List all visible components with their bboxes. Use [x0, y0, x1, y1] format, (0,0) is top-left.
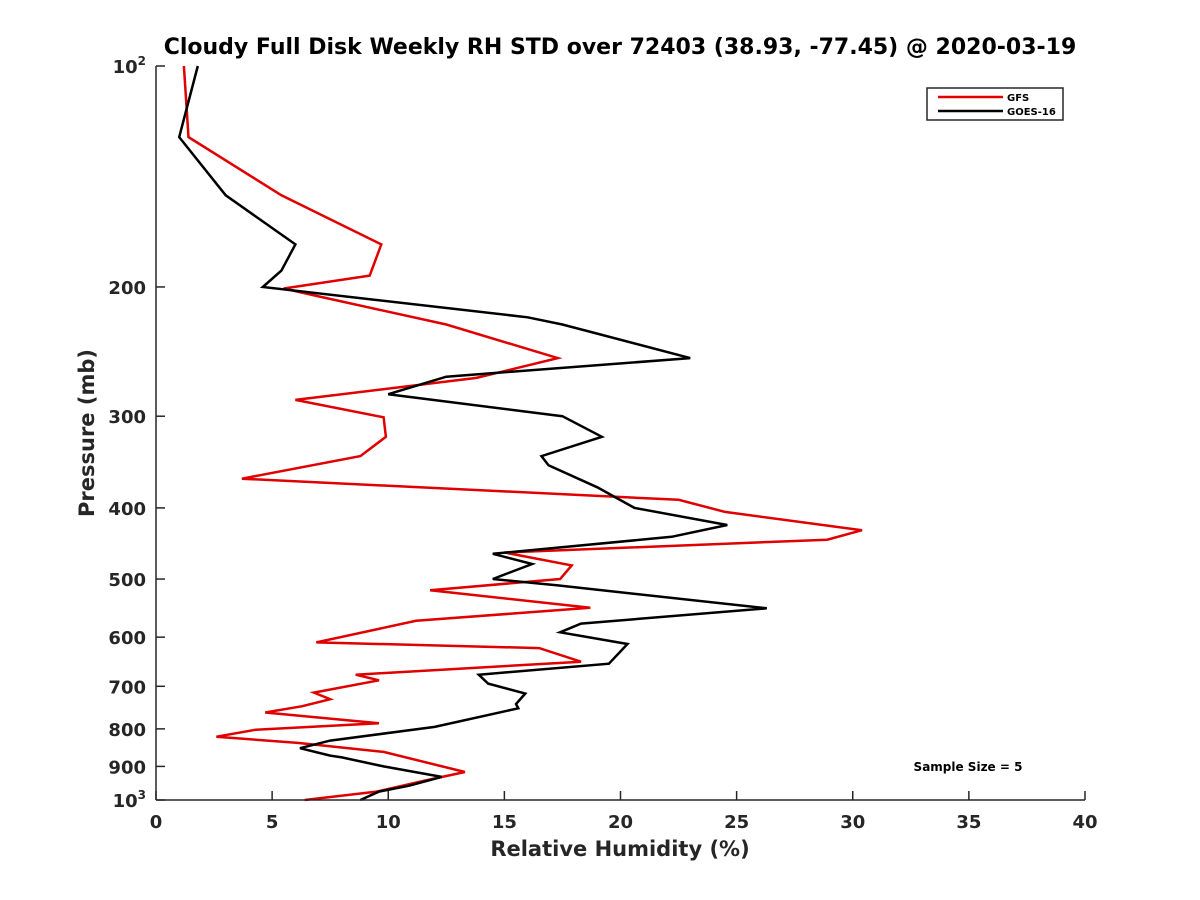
x-tick-label: 20	[608, 812, 633, 833]
x-tick-label: 5	[266, 812, 279, 833]
x-tick-label: 30	[840, 812, 865, 833]
x-tick-label: 35	[956, 812, 981, 833]
y-tick-label: 600	[108, 628, 146, 649]
legend-items: GFS GOES-16	[938, 93, 1056, 118]
y-tick-label: 200	[108, 278, 146, 299]
y-tick-label: 500	[108, 570, 146, 591]
legend-box	[926, 87, 1064, 121]
x-tick-label: 40	[1072, 812, 1097, 833]
y-axis-label: Pressure (mb)	[75, 349, 99, 517]
x-tick-label: 10	[376, 812, 401, 833]
y-tick-label: 400	[108, 499, 146, 520]
y-tick-label: 102	[113, 54, 146, 78]
series-line-gfs	[182, 65, 863, 802]
y-tick-label: 103	[113, 788, 146, 812]
series-line-goes-16	[177, 65, 767, 802]
x-tick-label: 25	[724, 812, 749, 833]
y-ticks: 102 200 300 400 500 600 700 800 900 103	[108, 54, 165, 812]
y-tick-label: 800	[108, 720, 146, 741]
y-tick-label: 300	[108, 407, 146, 428]
x-axis-label: Relative Humidity (%)	[490, 837, 749, 861]
plot-area: 0 5 10 15 20 25 30 35 40 102 200 300 400 500 600 700 80…	[108, 54, 1097, 833]
legend: GFS GOES-16	[926, 87, 1064, 121]
x-ticks: 0 5 10 15 20 25 30 35 40	[150, 791, 1098, 833]
y-tick-label: 700	[108, 677, 146, 698]
sample-size-annotation: Sample Size = 5	[914, 760, 1023, 774]
legend-label-gfs: GFS	[1007, 93, 1029, 104]
chart-title: Cloudy Full Disk Weekly RH STD over 7240…	[164, 35, 1077, 60]
series-layer	[177, 65, 863, 802]
x-tick-label: 0	[150, 812, 163, 833]
x-tick-label: 15	[492, 812, 517, 833]
legend-label-goes-16: GOES-16	[1007, 107, 1056, 118]
y-tick-label: 900	[108, 757, 146, 778]
